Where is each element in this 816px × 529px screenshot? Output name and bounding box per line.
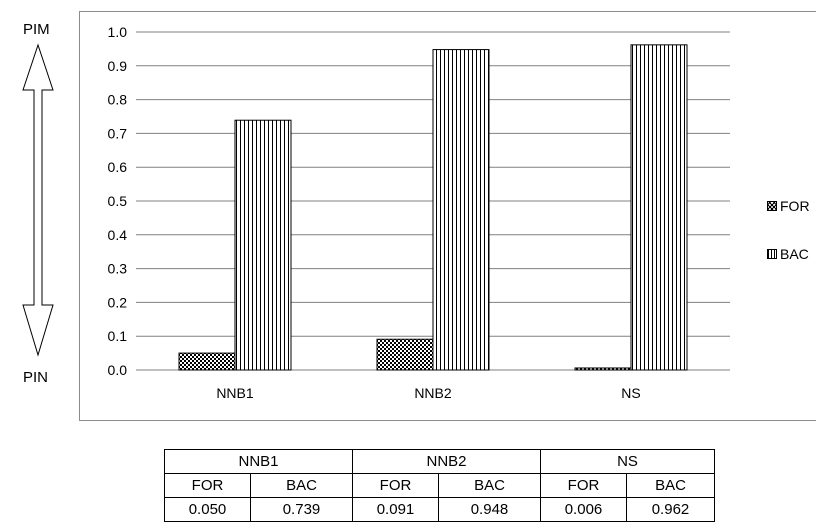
values-table: NNB1 NNB2 NS FOR BAC FOR BAC FOR BAC 0.0…	[164, 449, 715, 522]
y-tick-label: 0.3	[108, 261, 128, 277]
bar-for-ns	[574, 367, 632, 371]
table-cell: 0.962	[626, 497, 715, 522]
table-subheader: BAC	[626, 473, 715, 498]
legend-label-bac: BAC	[780, 246, 809, 262]
vertical-lines-swatch-icon	[767, 249, 777, 259]
table-subheader: BAC	[250, 473, 353, 498]
table-group-row: NNB1 NNB2 NS	[164, 449, 715, 474]
y-tick-label: 0.9	[108, 58, 128, 74]
legend-item-bac: BAC	[767, 247, 809, 261]
y-tick-label: 0.1	[108, 328, 128, 344]
table-row: 0.050 0.739 0.091 0.948 0.006 0.962	[164, 497, 715, 522]
table-group-header: NNB1	[164, 449, 353, 474]
table-subheader: FOR	[540, 473, 627, 498]
table-group-header: NNB2	[352, 449, 541, 474]
bar-for-nnb2	[376, 338, 434, 371]
table-subheader: BAC	[438, 473, 541, 498]
y-tick-label: 0.6	[108, 159, 128, 175]
legend-item-for: FOR	[767, 199, 810, 213]
table-cell: 0.948	[438, 497, 541, 522]
y-tick-label: 1.0	[108, 24, 128, 40]
table-subheader: FOR	[164, 473, 251, 498]
pin-label: PIN	[23, 369, 49, 386]
bar-for-nnb1	[178, 352, 236, 371]
table-cell: 0.739	[250, 497, 353, 522]
table-subheader: FOR	[352, 473, 439, 498]
y-tick-label: 0.8	[108, 92, 128, 108]
y-tick-label: 0.5	[108, 193, 128, 209]
y-tick-label: 0.2	[108, 294, 128, 310]
table-cell: 0.091	[352, 497, 439, 522]
double-arrow-icon	[22, 43, 54, 357]
chart-area: 0.0 0.1 0.2 0.3 0.4 0.5 0.6 0.7 0.8 0.9 1.0 NNB1 NN…	[79, 11, 816, 421]
x-tick-label: NNB1	[216, 385, 254, 401]
bar-bac-ns	[630, 44, 688, 371]
crosshatch-swatch-icon	[767, 201, 777, 211]
bar-chart: 0.0 0.1 0.2 0.3 0.4 0.5 0.6 0.7 0.8 0.9 1.0 NNB1 NN…	[108, 24, 730, 401]
bar-bac-nnb2	[432, 49, 490, 371]
table-cell: 0.006	[540, 497, 627, 522]
table-group-header: NS	[540, 449, 715, 474]
table-cell: 0.050	[164, 497, 251, 522]
x-tick-label: NNB2	[414, 385, 452, 401]
pim-label: PIM	[23, 21, 50, 38]
y-tick-label: 0.4	[108, 227, 128, 243]
bar-bac-nnb1	[234, 119, 292, 371]
x-tick-label: NS	[621, 385, 640, 401]
y-tick-label: 0.0	[108, 362, 128, 378]
legend-label-for: FOR	[780, 198, 810, 214]
y-tick-label: 0.7	[108, 125, 128, 141]
table-subheader-row: FOR BAC FOR BAC FOR BAC	[164, 473, 715, 498]
